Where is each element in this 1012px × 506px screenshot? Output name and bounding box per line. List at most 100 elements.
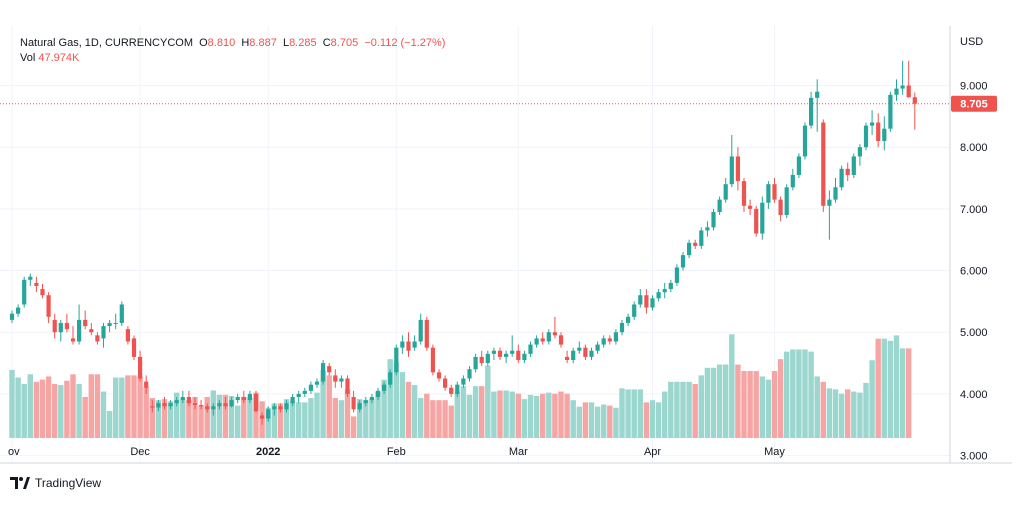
candle-body xyxy=(455,384,460,394)
candle xyxy=(290,393,295,407)
legend-high-key: H xyxy=(241,37,250,49)
time-tick-label: 2022 xyxy=(256,446,280,458)
candle xyxy=(540,332,545,345)
candle xyxy=(101,322,106,348)
candle-body xyxy=(717,199,722,212)
candle-body xyxy=(162,403,167,407)
candle xyxy=(302,387,307,398)
volume-bar xyxy=(15,377,21,438)
volume-bar xyxy=(454,391,460,438)
tradingview-footer[interactable]: TradingView xyxy=(10,475,101,491)
volume-bar xyxy=(296,402,302,438)
volume-bar xyxy=(283,399,290,438)
volume-bar xyxy=(76,384,82,438)
candle xyxy=(741,178,747,212)
volume-bar xyxy=(466,394,473,438)
volume-bar xyxy=(161,399,168,438)
candle-body xyxy=(211,406,216,410)
volume-bar xyxy=(326,375,332,438)
candle xyxy=(16,304,21,317)
candle xyxy=(497,347,503,360)
candle-body xyxy=(168,403,173,407)
candle xyxy=(674,264,679,286)
candle xyxy=(546,329,551,345)
candle-body xyxy=(412,341,417,348)
candle-body xyxy=(223,403,228,407)
volume-bar xyxy=(460,386,467,438)
price-axis[interactable]: 3.000 4.000 5.000 6.000 7.000 8.000 9.000 xyxy=(960,81,988,463)
candle-body xyxy=(424,319,429,348)
candle xyxy=(882,116,887,151)
volume-bar xyxy=(503,390,509,438)
volume-bar xyxy=(765,379,772,438)
candle-body xyxy=(388,372,393,385)
volume-bar xyxy=(21,384,27,438)
volume-bar xyxy=(241,396,247,438)
candle-body xyxy=(760,202,765,234)
candle xyxy=(95,332,100,345)
candle xyxy=(345,375,350,398)
candle xyxy=(467,366,472,382)
candle xyxy=(906,60,911,98)
candle xyxy=(870,110,875,135)
volume-bar xyxy=(509,391,515,438)
candle xyxy=(693,239,698,249)
volume-bar xyxy=(27,374,33,438)
candle-body xyxy=(894,88,899,95)
volume-bar xyxy=(186,400,192,438)
volume-bar xyxy=(198,405,204,438)
candle xyxy=(241,390,246,404)
candle xyxy=(796,153,801,179)
time-axis[interactable]: ov Dec 2022 Feb Mar Apr May xyxy=(8,446,785,458)
candle-body xyxy=(70,338,76,342)
volume-bar xyxy=(759,376,765,438)
candle-body xyxy=(906,85,911,98)
candle xyxy=(857,144,862,166)
candle xyxy=(333,369,338,388)
candle xyxy=(815,79,820,132)
candle-body xyxy=(290,397,295,404)
candle-body xyxy=(827,199,832,206)
candle-body xyxy=(754,208,759,234)
candle xyxy=(314,378,320,388)
price-tick-label: 9.000 xyxy=(960,81,988,93)
candle-body xyxy=(284,403,289,410)
candle-body xyxy=(552,332,557,336)
candle-body xyxy=(479,356,484,364)
legend-volume-key[interactable]: Vol xyxy=(20,52,36,64)
legend-change: −0.112 (−1.27%) xyxy=(364,37,446,49)
legend-symbol[interactable]: Natural Gas, 1D, CURRENCYCOM xyxy=(20,37,193,49)
candle xyxy=(253,390,259,413)
candle xyxy=(351,390,356,413)
legend-open-key: O xyxy=(199,37,208,49)
volume-bar xyxy=(64,380,70,438)
candle-body xyxy=(186,397,191,404)
candle xyxy=(58,319,63,342)
volume-bar xyxy=(790,349,796,438)
volume-bar xyxy=(387,359,393,438)
candle xyxy=(436,369,442,382)
candle xyxy=(619,319,625,336)
volume-bar xyxy=(485,365,491,438)
candle xyxy=(278,403,283,413)
candle xyxy=(607,335,612,345)
volume-bar xyxy=(863,382,869,438)
candle-body xyxy=(89,329,94,333)
volume-bar xyxy=(771,371,778,438)
price-tick-label: 4.000 xyxy=(960,389,988,401)
candle-body xyxy=(382,384,387,391)
volume-bar xyxy=(838,393,845,438)
candle xyxy=(443,375,448,391)
volume-bar xyxy=(393,362,399,438)
candle xyxy=(192,397,198,410)
volume-bar xyxy=(637,389,643,438)
candle-body xyxy=(857,147,862,157)
volume-bar xyxy=(265,407,271,438)
candle xyxy=(138,350,143,382)
candle-body xyxy=(650,298,655,308)
candle-body xyxy=(705,227,710,231)
volume-bar xyxy=(540,393,546,438)
candle-body xyxy=(815,91,820,98)
volume-bar xyxy=(235,405,241,438)
